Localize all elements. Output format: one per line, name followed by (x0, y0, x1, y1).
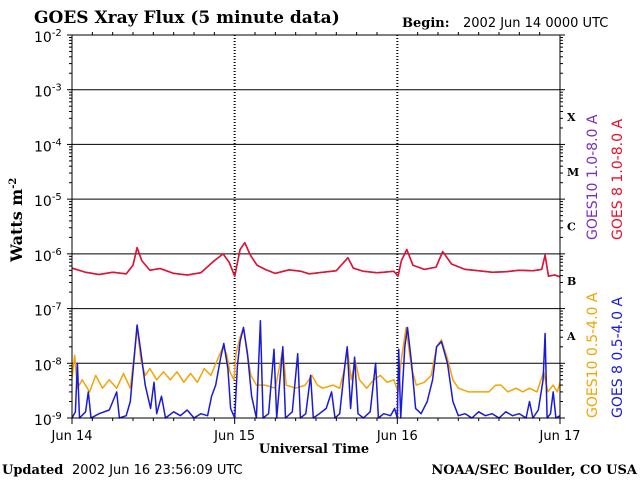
y-tick-exponent: -2 (52, 28, 62, 39)
y-tick-label: 10-5 (34, 192, 62, 210)
y-tick-base: 10 (34, 249, 52, 265)
y-axis-label: Watts m-2 (7, 178, 26, 263)
y-tick-label: 10-6 (34, 247, 62, 265)
flare-class-a: A (566, 330, 576, 343)
series-line-goes-8-1-0-8-0-a (71, 241, 561, 278)
flare-class-b: B (567, 275, 576, 288)
y-tick-exponent: -3 (52, 83, 62, 94)
legend-goes10-1-0-8-0-a: GOES10 1.0-8.0 A (585, 114, 601, 240)
y-tick-base: 10 (34, 194, 52, 210)
legend: GOES10 1.0-8.0 A GOES 8 1.0-8.0 A GOES10 0… (585, 114, 626, 418)
y-tick-exponent: -7 (52, 302, 62, 313)
y-tick-label: 10-4 (34, 137, 62, 155)
x-tick-label: Jun 16 (376, 429, 418, 444)
chart-title: GOES Xray Flux (5 minute data) (34, 8, 340, 28)
y-tick-exponent: -4 (52, 137, 62, 148)
series-line-goes10-0-5-4-0-a (71, 326, 561, 393)
series-layer (71, 241, 561, 419)
y-tick-label: 10-7 (34, 302, 62, 320)
x-tick-label: Jun 15 (213, 429, 255, 444)
y-tick-label: 10-2 (34, 28, 62, 46)
y-tick-exponent: -5 (52, 192, 62, 203)
legend-goes-8-0-5-4-0-a: GOES 8 0.5-4.0 A (610, 297, 626, 418)
y-tick-base: 10 (34, 85, 52, 101)
legend-goes-8-1-0-8-0-a: GOES 8 1.0-8.0 A (610, 119, 626, 240)
credit-text: NOAA/SEC Boulder, CO USA (431, 463, 638, 478)
y-axis-label-superscript: -2 (8, 178, 19, 189)
updated-value: 2002 Jun 16 23:56:09 UTC (72, 463, 243, 478)
x-axis-label: Universal Time (259, 442, 369, 457)
y-axis-label-text: Watts m (7, 189, 26, 263)
y-tick-label: 10-3 (34, 83, 62, 101)
x-tick-label: Jun 14 (51, 429, 93, 444)
x-tick-label: Jun 17 (539, 429, 581, 444)
flare-class-c: C (567, 221, 576, 234)
y-tick-exponent: -6 (52, 247, 62, 258)
y-tick-label: 10-9 (34, 411, 62, 429)
series-line-goes-8-0-5-4-0-a (71, 319, 561, 419)
y-tick-base: 10 (34, 413, 52, 429)
y-tick-exponent: -8 (52, 356, 62, 367)
begin-label: Begin: (402, 16, 450, 31)
y-tick-base: 10 (34, 30, 52, 46)
y-tick-base: 10 (34, 139, 52, 155)
y-tick-base: 10 (34, 358, 52, 374)
y-tick-label: 10-8 (34, 356, 62, 374)
plot-frame (71, 34, 561, 419)
flare-class-m: M (567, 166, 579, 179)
y-tick-exponent: -9 (52, 411, 62, 422)
y-tick-base: 10 (34, 304, 52, 320)
flare-class-x: X (567, 111, 576, 124)
updated-label: Updated (2, 463, 63, 478)
begin-value: 2002 Jun 14 0000 UTC (463, 16, 608, 31)
legend-goes10-0-5-4-0-a: GOES10 0.5-4.0 A (585, 292, 601, 418)
grid-layer (72, 35, 560, 418)
